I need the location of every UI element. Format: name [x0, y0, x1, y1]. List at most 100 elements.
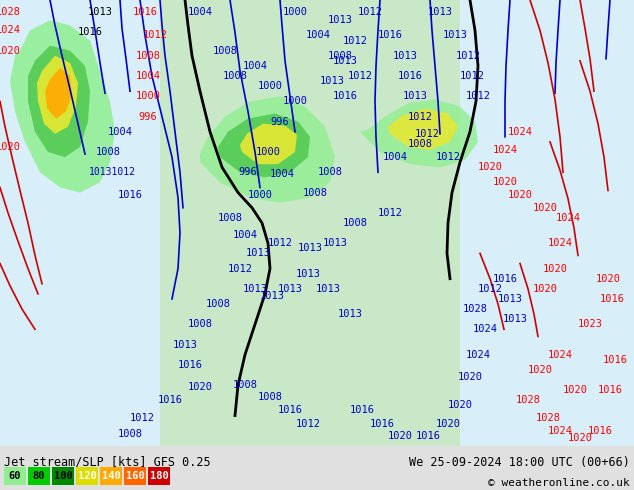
- Polygon shape: [45, 68, 72, 119]
- Text: 1020: 1020: [458, 372, 482, 382]
- Text: 1016: 1016: [597, 385, 623, 395]
- Text: 1028: 1028: [515, 395, 541, 405]
- Text: 1012: 1012: [460, 71, 484, 81]
- Text: 1016: 1016: [398, 71, 422, 81]
- Text: 1008: 1008: [217, 213, 242, 223]
- Bar: [28, 467, 50, 485]
- Text: 1013: 1013: [242, 284, 268, 294]
- Text: 1008: 1008: [96, 147, 120, 157]
- Text: 1020: 1020: [436, 418, 460, 429]
- Text: 1008: 1008: [205, 299, 231, 309]
- Polygon shape: [10, 20, 115, 193]
- Text: 1016: 1016: [602, 355, 628, 365]
- Text: 100: 100: [54, 471, 72, 481]
- Text: 1024: 1024: [465, 350, 491, 360]
- Text: 1000: 1000: [136, 91, 160, 101]
- Text: 1020: 1020: [448, 400, 472, 410]
- Text: 1020: 1020: [527, 365, 552, 375]
- Bar: [148, 467, 170, 485]
- Text: 80: 80: [33, 471, 45, 481]
- Polygon shape: [388, 108, 458, 150]
- Text: 1012: 1012: [408, 112, 432, 122]
- Text: 1013: 1013: [337, 309, 363, 319]
- Text: 1013: 1013: [297, 244, 323, 253]
- Text: 1004: 1004: [136, 71, 160, 81]
- Text: 1012: 1012: [268, 238, 292, 248]
- Text: 1020: 1020: [595, 274, 621, 284]
- Text: 1008: 1008: [408, 139, 432, 149]
- Text: 1000: 1000: [283, 97, 307, 106]
- Text: 1004: 1004: [108, 127, 133, 137]
- Text: 1028: 1028: [0, 7, 20, 17]
- Text: 1004: 1004: [269, 170, 295, 179]
- Text: 1012: 1012: [129, 413, 155, 422]
- Text: 1016: 1016: [588, 426, 612, 436]
- Text: 1013: 1013: [87, 7, 112, 17]
- Text: 1016: 1016: [349, 405, 375, 416]
- Text: 10131012: 10131012: [89, 167, 136, 177]
- Bar: [0, 0, 160, 451]
- Text: 1024: 1024: [493, 145, 517, 155]
- Text: 1016: 1016: [178, 360, 202, 370]
- Text: 1000: 1000: [247, 190, 273, 199]
- Text: 1020: 1020: [0, 46, 20, 56]
- Text: 1012: 1012: [143, 30, 167, 41]
- Text: 1016: 1016: [370, 418, 394, 429]
- Text: 1008: 1008: [342, 218, 368, 228]
- Text: 1008: 1008: [318, 167, 342, 177]
- Text: 996: 996: [238, 167, 257, 177]
- Text: 1013: 1013: [259, 291, 285, 301]
- Text: 996: 996: [271, 117, 289, 126]
- Polygon shape: [218, 114, 310, 177]
- Text: 1020: 1020: [0, 142, 20, 152]
- Text: 996: 996: [139, 112, 157, 122]
- Text: 1020: 1020: [387, 431, 413, 441]
- Text: 1013: 1013: [503, 314, 527, 324]
- Text: 1024: 1024: [0, 25, 20, 35]
- Text: 1013: 1013: [403, 91, 427, 101]
- Text: 1012: 1012: [377, 208, 403, 218]
- Text: 1016: 1016: [332, 91, 358, 101]
- Text: 1000: 1000: [256, 147, 280, 157]
- Text: 1016: 1016: [600, 294, 624, 304]
- Text: 1008: 1008: [136, 51, 160, 61]
- Text: 1008: 1008: [257, 392, 283, 402]
- Bar: [76, 467, 98, 485]
- Text: 1020: 1020: [507, 190, 533, 199]
- Text: 1020: 1020: [533, 284, 557, 294]
- Polygon shape: [360, 99, 478, 167]
- Text: 1013: 1013: [278, 284, 302, 294]
- Text: 1000: 1000: [257, 81, 283, 91]
- Text: 1016: 1016: [133, 7, 157, 17]
- Bar: [4, 467, 26, 485]
- Bar: [52, 467, 74, 485]
- Text: 1000: 1000: [283, 7, 307, 17]
- Text: 1012: 1012: [465, 91, 491, 101]
- Text: 1020: 1020: [567, 433, 593, 443]
- Text: 1023: 1023: [578, 319, 602, 329]
- Text: 1016: 1016: [117, 190, 143, 199]
- Text: 1020: 1020: [477, 162, 503, 172]
- Text: Jet stream/SLP [kts] GFS 0.25: Jet stream/SLP [kts] GFS 0.25: [4, 456, 210, 469]
- Text: 1020: 1020: [543, 264, 567, 273]
- Text: 1013: 1013: [172, 340, 198, 349]
- Text: 1004: 1004: [188, 7, 212, 17]
- Text: 1004: 1004: [242, 61, 268, 71]
- Text: 160: 160: [126, 471, 145, 481]
- Text: 1012: 1012: [477, 284, 503, 294]
- Text: 1004: 1004: [306, 30, 330, 41]
- Text: 1008: 1008: [233, 380, 257, 390]
- Text: 140: 140: [101, 471, 120, 481]
- Text: 1013: 1013: [328, 15, 353, 25]
- Polygon shape: [200, 96, 335, 203]
- Text: 1013: 1013: [498, 294, 522, 304]
- Text: 1012: 1012: [342, 36, 368, 46]
- Text: 1008: 1008: [117, 429, 143, 439]
- Polygon shape: [28, 46, 90, 157]
- Text: 1024: 1024: [472, 324, 498, 334]
- Text: 1008: 1008: [328, 51, 353, 61]
- Text: © weatheronline.co.uk: © weatheronline.co.uk: [488, 478, 630, 488]
- Text: 1020: 1020: [188, 382, 212, 392]
- Text: 1013: 1013: [320, 76, 344, 86]
- Text: 1013: 1013: [245, 248, 271, 258]
